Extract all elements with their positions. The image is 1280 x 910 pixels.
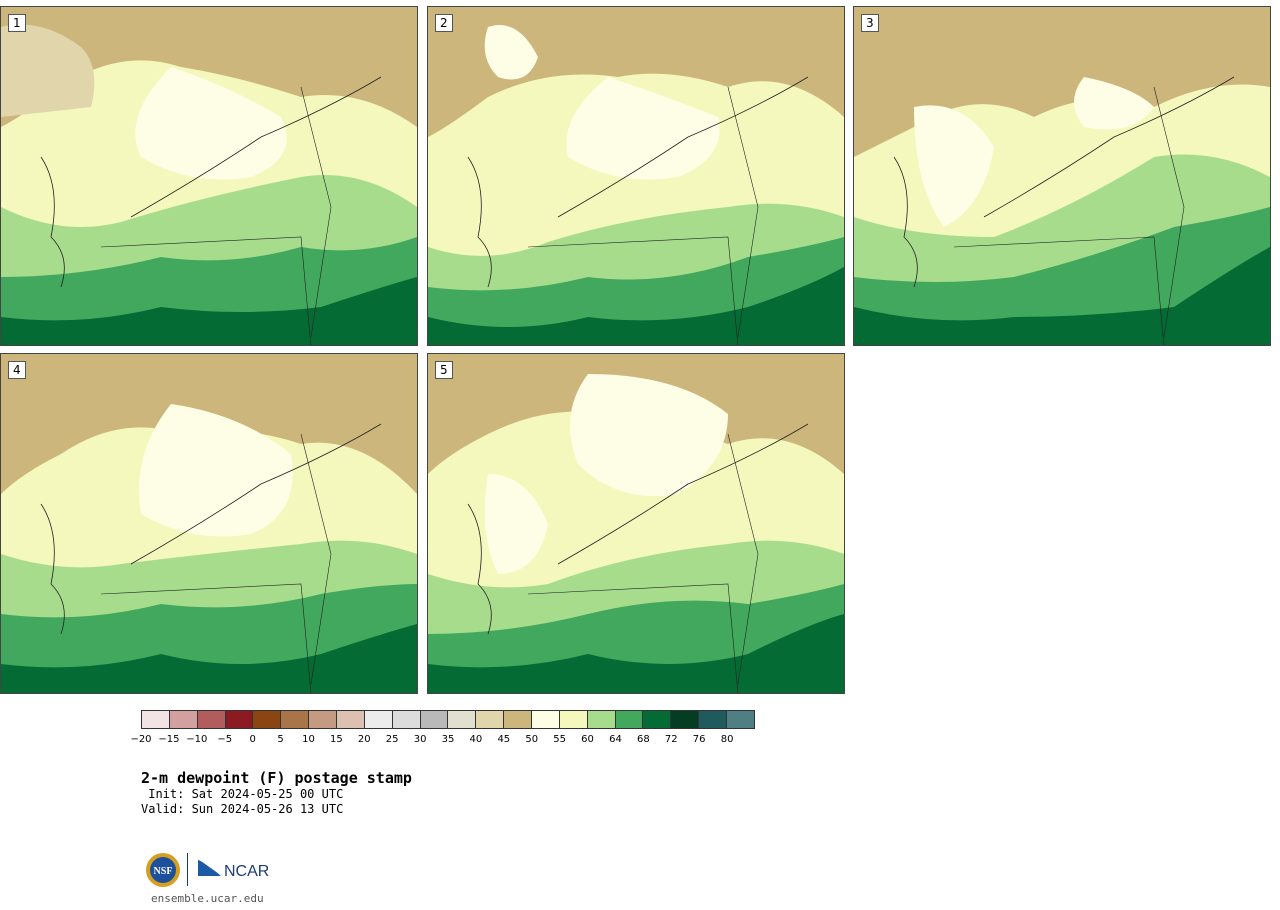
- colorbar-tick-label: 5: [277, 734, 284, 745]
- colorbar-tick-label: 40: [469, 734, 483, 745]
- colorbar-tick-label: 15: [329, 734, 343, 745]
- panel-number-label: 5: [435, 361, 453, 379]
- dewpoint-map-3: [854, 7, 1270, 345]
- colorbar-swatch-9: [392, 711, 421, 728]
- colorbar-swatch-4: [253, 711, 282, 728]
- colorbar-swatch-18: [643, 711, 672, 728]
- colorbar-swatch-7: [337, 711, 365, 728]
- postage-stamp-panel-5: 5: [427, 353, 845, 694]
- ncar-logo-text: NCAR: [224, 863, 269, 880]
- colorbar-tick-label: 10: [302, 734, 315, 745]
- nsf-logo: NSF: [146, 853, 180, 887]
- colorbar-swatch-12: [476, 711, 505, 728]
- colorbar-swatch-16: [587, 711, 616, 728]
- colorbar-tick-labels: −20 −15 −10 −5 0 5 10 15 20 25 30 35 40 45 50 55 60 64 68 7…: [130, 734, 755, 748]
- colorbar-tick-label: 64: [609, 734, 622, 745]
- colorbar-tick-label: −20: [130, 734, 152, 745]
- colorbar-tick-label: 35: [441, 734, 455, 745]
- colorbar-swatch-5: [281, 711, 310, 728]
- colorbar-tick-label: 80: [720, 734, 734, 745]
- colorbar-swatch-15: [559, 711, 588, 728]
- colorbar-swatch-19: [671, 711, 700, 728]
- postage-stamp-panel-4: 4: [0, 353, 418, 694]
- colorbar-swatch-11: [448, 711, 477, 728]
- colorbar-tick-label: 68: [636, 734, 650, 745]
- postage-stamp-panel-1: 1: [0, 6, 418, 346]
- colorbar-tick-label: −5: [217, 734, 233, 745]
- colorbar-swatch-6: [309, 711, 338, 728]
- dewpoint-map-1: [1, 7, 417, 345]
- colorbar-swatch-21: [727, 711, 754, 728]
- dewpoint-map-5: [428, 354, 844, 693]
- panel-number-label: 1: [8, 14, 26, 32]
- panel-number-label: 2: [435, 14, 453, 32]
- colorbar-tick-label: 55: [553, 734, 566, 745]
- colorbar-tick-label: 60: [581, 734, 594, 745]
- colorbar-swatch-3: [225, 711, 254, 728]
- colorbar-tick-label: 76: [692, 734, 706, 745]
- panel-number-label: 4: [8, 361, 26, 379]
- colorbar-swatch-8: [364, 711, 393, 728]
- nsf-logo-text: NSF: [154, 866, 173, 877]
- colorbar-tick-label: 25: [385, 734, 399, 745]
- colorbar-swatch-1: [169, 711, 198, 728]
- postage-stamp-panel-2: 2: [427, 6, 845, 346]
- colorbar-swatch-13: [504, 711, 533, 728]
- colorbar-tick-label: −15: [158, 734, 180, 745]
- colorbar-tick-label: 45: [497, 734, 511, 745]
- colorbar-swatch-0: [142, 711, 170, 728]
- valid-time: Valid: Sun 2024-05-26 13 UTC: [141, 802, 344, 816]
- init-time: Init: Sat 2024-05-25 00 UTC: [141, 787, 344, 801]
- colorbar-swatch-10: [420, 711, 449, 728]
- colorbar-swatch-17: [615, 711, 644, 728]
- postage-stamp-panel-3: 3: [853, 6, 1271, 346]
- colorbar-swatch-2: [197, 711, 226, 728]
- colorbar-tick-label: 72: [664, 734, 678, 745]
- colorbar-swatch-20: [699, 711, 728, 728]
- ncar-logo: NCAR: [197, 858, 269, 880]
- site-url: ensemble.ucar.edu: [151, 892, 264, 905]
- colorbar-tick-label: 0: [249, 734, 256, 745]
- figure-title: 2-m dewpoint (F) postage stamp: [141, 769, 412, 787]
- panel-number-label: 3: [861, 14, 879, 32]
- colorbar-swatch-14: [532, 711, 560, 728]
- colorbar-tick-label: 50: [525, 734, 539, 745]
- dewpoint-map-2: [428, 7, 844, 345]
- dewpoint-map-4: [1, 354, 417, 693]
- logo-divider: [187, 853, 188, 886]
- dewpoint-colorbar: [141, 710, 755, 729]
- colorbar-tick-label: 30: [413, 734, 427, 745]
- colorbar-tick-label: −10: [186, 734, 208, 745]
- colorbar-tick-label: 20: [357, 734, 371, 745]
